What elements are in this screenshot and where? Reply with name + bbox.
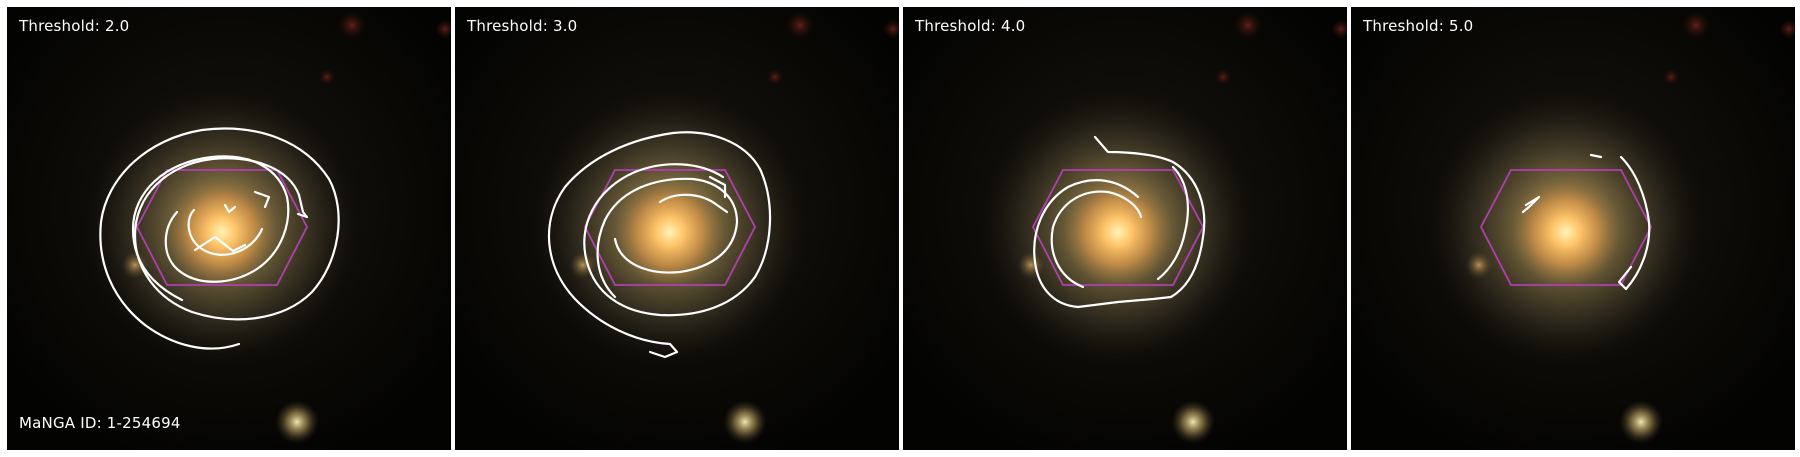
- galaxy-image: [7, 7, 451, 450]
- contours: [1033, 135, 1206, 309]
- galaxy-image: [455, 7, 899, 450]
- panel-threshold-3: Threshold: 3.0: [455, 7, 899, 450]
- contours: [99, 127, 340, 350]
- threshold-label: Threshold: 2.0: [19, 17, 130, 35]
- threshold-label: Threshold: 5.0: [1363, 17, 1474, 35]
- panel-threshold-2: Threshold: 2.0 MaNGA ID: 1-254694: [7, 7, 451, 450]
- contours: [547, 131, 772, 359]
- galaxy-image: [1351, 7, 1795, 450]
- threshold-label: Threshold: 4.0: [915, 17, 1026, 35]
- galaxy-image: [903, 7, 1347, 450]
- hexagon: [1031, 169, 1205, 286]
- manga-id-label: MaNGA ID: 1-254694: [19, 414, 181, 432]
- threshold-label: Threshold: 3.0: [467, 17, 578, 35]
- panel-threshold-4: Threshold: 4.0: [903, 7, 1347, 450]
- panel-threshold-5: Threshold: 5.0: [1351, 7, 1795, 450]
- contours: [1521, 153, 1651, 291]
